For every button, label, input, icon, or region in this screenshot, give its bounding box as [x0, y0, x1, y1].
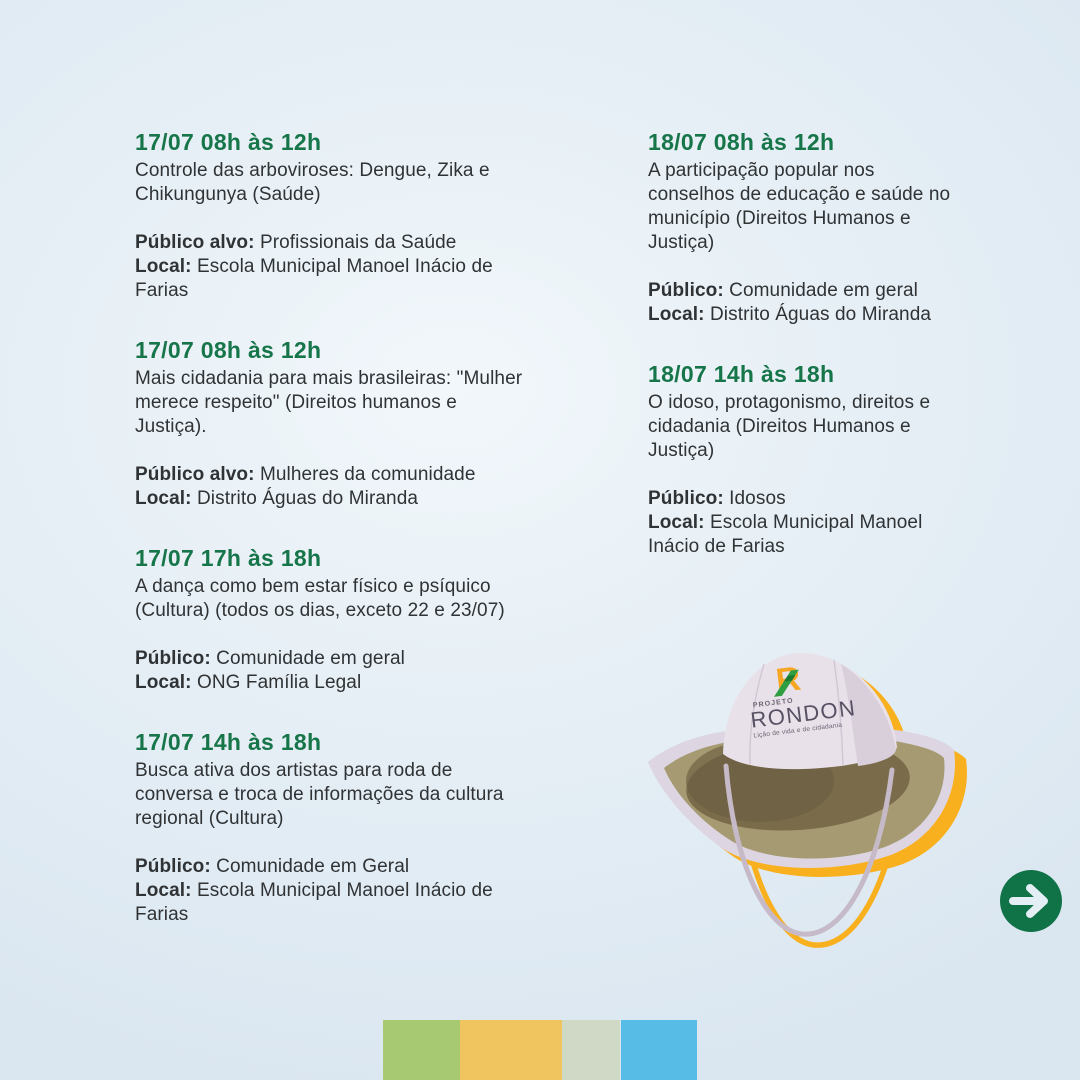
audience-label: Público:: [648, 488, 724, 509]
audience-value: Mulheres da comunidade: [259, 464, 476, 485]
event-location: Local: Escola Municipal Manoel Inácio de…: [135, 879, 527, 927]
rondon-logo: R PROJETO RONDON Lição de vida e de cida…: [749, 660, 857, 740]
event-audience: Público: Comunidade em geral: [135, 647, 527, 671]
location-value: Escola Municipal Manoel Inácio de Farias: [648, 512, 923, 557]
event-location: Local: Distrito Águas do Miranda: [648, 303, 960, 327]
location-label: Local:: [648, 512, 705, 533]
arrow-right-icon: [1000, 870, 1062, 932]
event-block: 17/07 08h às 12h Controle das arbovirose…: [135, 128, 527, 303]
strip-square-green: [383, 1020, 460, 1080]
audience-label: Público:: [648, 280, 724, 301]
strip-square-sage: [562, 1020, 620, 1080]
audience-label: Público alvo:: [135, 232, 255, 253]
location-label: Local:: [135, 672, 192, 693]
event-location: Local: Escola Municipal Manoel Inácio de…: [135, 255, 527, 303]
rondon-hat-illustration: R PROJETO RONDON Lição de vida e de cida…: [648, 653, 967, 948]
hat-crown-seam: [833, 659, 844, 767]
audience-value: Comunidade em Geral: [216, 856, 410, 877]
audience-value: Comunidade em geral: [216, 648, 405, 669]
hat-crown-right-panel: [841, 664, 896, 766]
event-description: A participação popular nos conselhos de …: [648, 160, 951, 253]
brand-color-strip: [383, 1020, 697, 1080]
location-value: Escola Municipal Manoel Inácio de Farias: [135, 256, 493, 301]
next-arrow-button[interactable]: [998, 868, 1064, 934]
strip-square-blue: [621, 1020, 697, 1080]
event-audience: Público: Comunidade em geral: [648, 279, 960, 303]
event-block: 17/07 14h às 18h Busca ativa dos artista…: [135, 728, 527, 927]
event-audience: Público alvo: Mulheres da comunidade: [135, 463, 527, 487]
location-label: Local:: [135, 488, 192, 509]
location-value: Escola Municipal Manoel Inácio de Farias: [135, 880, 493, 925]
event-block: 18/07 14h às 18h O idoso, protagonismo, …: [648, 360, 960, 559]
hat-crown-seam: [749, 663, 765, 765]
event-audience: Público: Comunidade em Geral: [135, 855, 527, 879]
event-time: 17/07 14h às 18h: [135, 729, 322, 755]
event-time: 18/07 14h às 18h: [648, 361, 835, 387]
event-description: O idoso, protagonismo, direitos e cidada…: [648, 392, 931, 461]
location-value: Distrito Águas do Miranda: [196, 488, 419, 509]
audience-label: Público alvo:: [135, 464, 255, 485]
event-block: 17/07 08h às 12h Mais cidadania para mai…: [135, 336, 527, 511]
rondon-logo-darkgreen: [784, 675, 796, 682]
hat-chin-strap: [723, 763, 895, 937]
event-description: Busca ativa dos artistas para roda de co…: [135, 760, 504, 829]
event-audience: Público alvo: Profissionais da Saúde: [135, 231, 527, 255]
event-location: Local: Distrito Águas do Miranda: [135, 487, 527, 511]
event-location: Local: ONG Família Legal: [135, 671, 527, 695]
schedule-column-right: 18/07 08h às 12h A participação popular …: [648, 128, 960, 592]
event-time: 17/07 17h às 18h: [135, 545, 322, 571]
location-value: ONG Família Legal: [196, 672, 362, 693]
event-description: Mais cidadania para mais brasileiras: "M…: [135, 368, 523, 437]
event-time: 18/07 08h às 12h: [648, 129, 835, 155]
audience-label: Público:: [135, 648, 211, 669]
audience-value: Profissionais da Saúde: [259, 232, 457, 253]
location-label: Local:: [135, 880, 192, 901]
logo-projeto-text: PROJETO: [752, 697, 794, 709]
strip-square-yellow: [460, 1020, 562, 1080]
event-block: 17/07 17h às 18h A dança como bem estar …: [135, 544, 527, 695]
location-value: Distrito Águas do Miranda: [709, 304, 932, 325]
event-description: Controle das arboviroses: Dengue, Zika e…: [135, 160, 490, 205]
event-location: Local: Escola Municipal Manoel Inácio de…: [648, 511, 960, 559]
audience-label: Público:: [135, 856, 211, 877]
audience-value: Idosos: [729, 488, 786, 509]
location-label: Local:: [648, 304, 705, 325]
event-time: 17/07 08h às 12h: [135, 129, 322, 155]
event-audience: Público: Idosos: [648, 487, 960, 511]
schedule-column-left: 17/07 08h às 12h Controle das arbovirose…: [135, 128, 527, 960]
location-label: Local:: [135, 256, 192, 277]
event-time: 17/07 08h às 12h: [135, 337, 322, 363]
event-description: A dança como bem estar físico e psíquico…: [135, 576, 505, 621]
event-block: 18/07 08h às 12h A participação popular …: [648, 128, 960, 327]
audience-value: Comunidade em geral: [729, 280, 918, 301]
